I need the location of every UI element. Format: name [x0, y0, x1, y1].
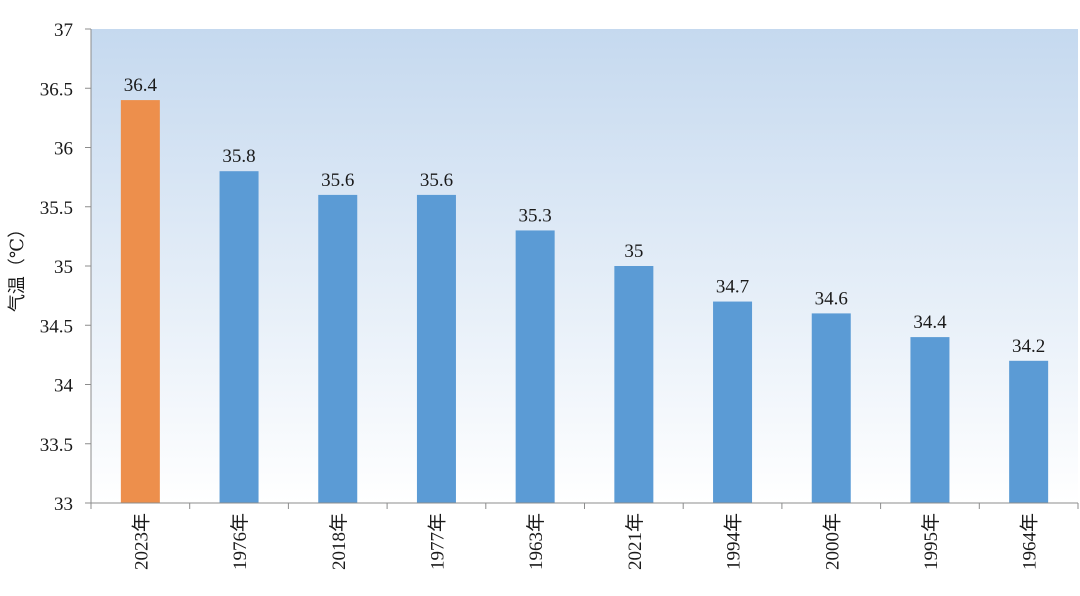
bar [910, 337, 950, 503]
x-tick-label: 2000年 [821, 513, 843, 570]
y-tick-label: 33 [54, 494, 73, 515]
y-tick-label: 33.5 [40, 435, 73, 456]
y-tick-label: 36 [54, 139, 73, 160]
x-tick-label: 1963年 [525, 513, 547, 570]
y-axis-title: 气温（℃） [7, 220, 27, 312]
x-tick-label: 1994年 [723, 513, 745, 570]
data-label: 35.3 [519, 205, 552, 226]
y-tick-label: 34 [54, 376, 74, 397]
data-label: 34.6 [815, 288, 848, 309]
y-tick-label: 34.5 [40, 316, 73, 337]
bar [318, 194, 358, 503]
x-tick-label: 2018年 [328, 513, 350, 570]
y-tick-label: 37 [54, 20, 73, 41]
y-tick-label: 35.5 [40, 198, 73, 219]
data-label: 36.4 [124, 75, 158, 96]
bar [811, 313, 851, 503]
data-label: 35.6 [420, 170, 453, 191]
data-label: 35.6 [321, 170, 354, 191]
bar [713, 301, 753, 503]
data-label: 34.2 [1012, 336, 1045, 357]
y-tick-label: 36.5 [40, 79, 73, 100]
x-tick-label: 1976年 [229, 513, 251, 570]
y-tick-label: 35 [54, 257, 73, 278]
bar [120, 100, 160, 503]
x-tick-label: 1977年 [426, 513, 448, 570]
data-label: 35 [624, 241, 643, 262]
bar [416, 194, 456, 503]
bar [219, 171, 259, 503]
data-label: 35.8 [222, 146, 255, 167]
x-tick-label: 1964年 [1019, 513, 1041, 570]
x-tick-label: 1995年 [920, 513, 942, 570]
bar [1009, 360, 1049, 503]
data-label: 34.4 [913, 312, 947, 333]
x-tick-label: 2023年 [130, 513, 152, 570]
data-label: 34.7 [716, 277, 749, 298]
bar [614, 266, 654, 503]
bar [515, 230, 555, 503]
x-tick-label: 2021年 [624, 513, 646, 570]
